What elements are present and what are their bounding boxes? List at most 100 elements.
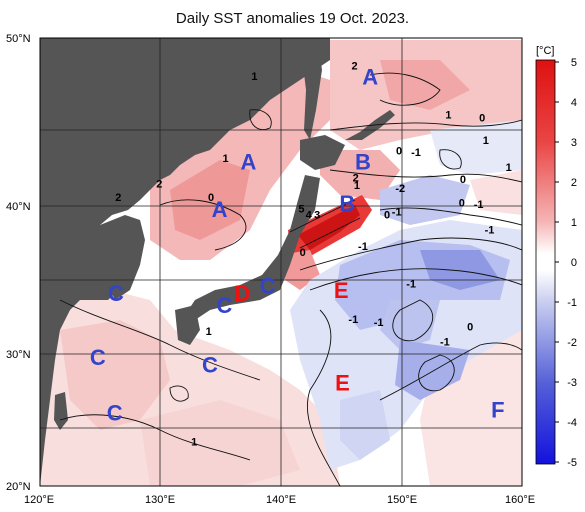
contour-value-label: -1 xyxy=(485,225,495,237)
colorbar-tick-label: 4 xyxy=(571,97,577,109)
region-label-c: C xyxy=(90,345,106,370)
colorbar-tick-label: -1 xyxy=(567,297,577,309)
contour-value-label: -1 xyxy=(392,207,402,219)
colorbar-tick-label: -5 xyxy=(567,457,577,469)
lat-tick-label: 40°N xyxy=(6,201,31,213)
contour-value-label: -2 xyxy=(395,183,405,195)
warm-anomaly-area xyxy=(380,60,470,110)
land-asia xyxy=(40,38,330,486)
region-label-c: C xyxy=(216,293,232,318)
lon-tick-label: 150°E xyxy=(387,494,417,506)
cool-anomaly-area xyxy=(380,300,440,350)
colorbar-tick-label: -3 xyxy=(567,377,577,389)
contour-value-label: 0 xyxy=(460,174,466,186)
contour-value-label: 2 xyxy=(156,178,162,190)
contour-value-label: 3 xyxy=(314,210,320,222)
contour-value-label: 1 xyxy=(445,110,451,122)
warm-anomaly-area xyxy=(140,400,300,486)
region-label-c: C xyxy=(107,400,123,425)
colorbar-tick-label: 3 xyxy=(571,137,577,149)
region-label-d: D xyxy=(234,281,250,306)
contour-value-label: 2 xyxy=(115,192,121,204)
colorbar-tick-label: -2 xyxy=(567,337,577,349)
contour-value-label: -1 xyxy=(440,337,450,349)
contour-value-label: 2 xyxy=(351,60,357,72)
contour-value-label: 1 xyxy=(251,71,257,83)
region-label-e: E xyxy=(334,278,349,303)
contour-value-label: 2 xyxy=(353,172,359,184)
colorbar-tick-label: 5 xyxy=(571,57,577,69)
contour-value-label: 0 xyxy=(384,210,390,222)
contour-value-label: 1 xyxy=(191,437,197,449)
contour-value-label: -1 xyxy=(474,199,484,211)
lat-tick-label: 50°N xyxy=(6,33,31,45)
lon-tick-label: 160°E xyxy=(505,494,535,506)
contour-value-label: 0 xyxy=(396,145,402,157)
region-label-e: E xyxy=(335,370,350,395)
colorbar-tick-label: 1 xyxy=(571,217,577,229)
contour-value-label: -1 xyxy=(348,314,358,326)
region-label-b: B xyxy=(355,149,371,174)
contour-value-label: 0 xyxy=(459,198,465,210)
cool-anomaly-area xyxy=(395,340,470,400)
land-honshu xyxy=(185,175,320,320)
region-label-c: C xyxy=(202,353,218,378)
contour-value-label: 1 xyxy=(506,162,512,174)
colorbar-unit: [°C] xyxy=(536,45,554,57)
map-frame xyxy=(39,37,523,487)
graticule xyxy=(40,38,522,486)
warm-anomaly-area xyxy=(320,150,400,200)
colorbar-tick-label: 2 xyxy=(571,177,577,189)
region-label-c: C xyxy=(260,273,276,298)
colorbar-ticks: 5 4 3 2 1 0 -1 -2 -3 -4 -5 xyxy=(555,57,577,469)
lat-tick-label: 30°N xyxy=(6,349,31,361)
land-hokkaido xyxy=(300,135,345,170)
contour-value-label: 4 xyxy=(306,210,313,222)
colorbar-tick-label: 0 xyxy=(571,257,577,269)
contour-value-label: 0 xyxy=(479,113,485,125)
colorbar-scale xyxy=(535,59,556,465)
lon-tick-label: 120°E xyxy=(24,494,54,506)
contour-value-label: -1 xyxy=(406,278,416,290)
land-taiwan xyxy=(54,392,68,430)
contour-value-label: 0 xyxy=(300,247,306,259)
region-label-a: A xyxy=(241,149,257,174)
cool-anomaly-area xyxy=(340,390,390,460)
cool-anomaly-area xyxy=(430,120,522,175)
colorbar-tick-label: -4 xyxy=(567,417,577,429)
warm-anomaly-area xyxy=(470,170,522,215)
contour-value-label: 1 xyxy=(223,153,229,165)
lat-axis: 20°N 30°N 40°N 50°N xyxy=(6,33,31,493)
lon-axis: 120°E 130°E 140°E 150°E 160°E xyxy=(24,494,535,506)
contour-value-label: -1 xyxy=(358,241,368,253)
lon-tick-label: 130°E xyxy=(145,494,175,506)
region-label-b: B xyxy=(339,191,355,216)
contour-value-label: 1 xyxy=(206,326,212,338)
contour-value-label: 1 xyxy=(483,135,489,147)
land-korea xyxy=(100,215,145,300)
cool-anomaly-area xyxy=(380,175,470,225)
land-sakhalin xyxy=(300,40,322,140)
region-label-a: A xyxy=(362,64,378,89)
contour-value-label: -1 xyxy=(374,317,384,329)
colorbar: [°C] 5 4 3 2 1 0 -1 -2 -3 -4 -5 xyxy=(535,45,577,469)
lat-tick-label: 20°N xyxy=(6,481,31,493)
region-label-c: C xyxy=(108,281,124,306)
region-label-f: F xyxy=(491,397,504,422)
contour-value-label: 1 xyxy=(354,180,360,192)
contour-value-label: 0 xyxy=(208,192,214,204)
warm-anomaly-area xyxy=(60,320,170,430)
contour-value-label: 0 xyxy=(467,322,473,334)
region-label-a: A xyxy=(212,197,228,222)
warm-anomaly-area xyxy=(170,160,250,240)
map-title: Daily SST anomalies 19 Oct. 2023. xyxy=(175,10,410,27)
lon-tick-label: 140°E xyxy=(266,494,296,506)
contour-value-label: -1 xyxy=(411,147,421,159)
strong-warm-anomaly xyxy=(298,205,360,250)
contour-value-label: 5 xyxy=(298,204,304,216)
land-kyushu xyxy=(175,305,200,345)
